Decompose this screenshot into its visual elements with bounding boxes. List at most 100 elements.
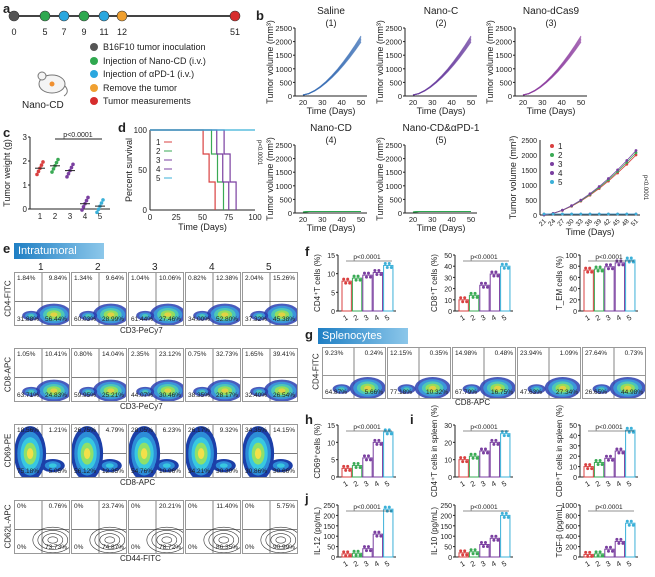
panel-label-a: a (3, 1, 11, 16)
bar (479, 450, 490, 478)
quadrant-value: 1.34% (74, 275, 93, 282)
bar-point (348, 468, 352, 472)
bar-point (500, 430, 504, 434)
density-blob (197, 448, 205, 460)
flow-x-label: CD3-PeCy7 (120, 326, 163, 335)
bar (614, 262, 626, 312)
y-tick-label: 2500 (385, 24, 402, 33)
scatter-cloud (221, 312, 229, 317)
scatter-cloud (533, 387, 540, 391)
bar (625, 522, 636, 558)
y-tick-label: 2500 (495, 24, 512, 33)
bar-point (473, 291, 477, 295)
legend-text: B16F10 tumor inoculation (103, 42, 206, 52)
y-tick-label: 1500 (275, 168, 292, 177)
tem-bar-chart: 0 20 40 60 80 100 1 2 3 4 5 p<0.0001 T_EM cells (%) (555, 253, 638, 323)
bar-point (368, 275, 372, 279)
bar-point (590, 467, 594, 471)
y-tick-label: 0 (398, 209, 402, 218)
flow-plot-spleen: 14.98% 0.48% 67.79% 16.75% (452, 347, 516, 399)
x-axis-label: Time (Days) (178, 222, 227, 232)
scatter-cloud (598, 387, 605, 391)
x-tick-label: 20 (299, 215, 307, 224)
legend-dot (90, 43, 98, 51)
flow-density (129, 501, 183, 553)
bar-point (496, 538, 500, 542)
x-tick-label: 1 (341, 559, 349, 569)
flow-plot: 1.04% 10.06% 61.44% 27.46% (128, 272, 184, 326)
x-tick-label: 4 (373, 559, 381, 569)
y-tick-label: 30 (444, 275, 452, 282)
flow-density (518, 348, 580, 398)
x-tick-label: 51 (630, 218, 640, 228)
quadrant-value: 52.80% (215, 316, 238, 323)
y-tick-label: 2500 (385, 141, 402, 150)
bar-point (621, 451, 625, 455)
quadrant-value: 25.21% (101, 392, 124, 399)
x-tick-label: 4 (615, 479, 623, 489)
timeline-day-label: 5 (42, 27, 47, 37)
bar-point (490, 270, 494, 274)
y-tick-label: 2 (23, 157, 28, 166)
bar-point (494, 270, 498, 274)
y-tick-label: 1000 (275, 182, 292, 191)
mouse-label: Nano-CD (22, 100, 64, 111)
timeline-dot (58, 10, 70, 22)
bar (604, 266, 615, 312)
x-tick-label: 33 (575, 218, 585, 228)
flow-plot-spleen: 9.23% 0.24% 64.87% 5.66% (322, 347, 386, 399)
y-tick-label: 1000 (521, 183, 537, 190)
x-tick-label: 4 (615, 559, 623, 569)
y-tick-label: 50 (569, 423, 577, 430)
x-tick-label: 3 (604, 479, 612, 489)
density-blob (48, 463, 57, 468)
bar-point (469, 452, 473, 456)
bar-point (584, 266, 588, 270)
x-tick-label: 75 (224, 213, 233, 222)
bar-point (459, 456, 463, 460)
bar-point (383, 505, 387, 509)
x-tick-label: 1 (458, 479, 466, 489)
bar-point (479, 447, 483, 451)
quadrant-value: 1.65% (245, 351, 264, 358)
p-value: p<0.0001 (470, 424, 498, 431)
tumor-growth-curve (302, 35, 362, 96)
x-tick-label: 5 (98, 212, 103, 221)
quadrant-value: 10.06% (158, 275, 181, 282)
bar (362, 548, 373, 558)
y-tick-label: 20 (444, 287, 452, 294)
weight-point (86, 195, 90, 200)
quadrant-value: 86.35% (215, 544, 238, 551)
y-axis-label: IL-10 (pg/mL) (430, 507, 439, 555)
y-axis-label: Tumor volume (mm³) (508, 136, 518, 220)
bar-point (348, 554, 352, 558)
y-tick-label: 0 (448, 475, 452, 482)
bar-point (588, 266, 592, 270)
quadrant-value: 14.98% (455, 350, 478, 357)
y-tick-label: 2000 (385, 38, 402, 47)
quadrant-value: 9.32% (219, 427, 238, 434)
y-axis-label: CD8⁺T cells (%) (430, 254, 439, 312)
bar-point (625, 256, 629, 260)
bar-point (356, 462, 360, 466)
bar-point (596, 462, 600, 466)
bar-point (483, 281, 487, 285)
x-tick-label: 1 (583, 313, 591, 323)
y-tick-label: 0 (448, 309, 452, 316)
scatter-cloud (364, 385, 372, 391)
legend-label: 3 (558, 160, 563, 169)
contour (208, 530, 240, 550)
growth-line (543, 150, 637, 216)
y-tick-label: 50 (444, 545, 452, 552)
bar-point (496, 274, 500, 278)
x-tick-label: 21 (538, 218, 548, 228)
scatter-cloud (624, 385, 632, 391)
scatter-cloud (28, 314, 35, 318)
bar-point (358, 466, 362, 470)
bar-point (485, 451, 489, 455)
timeline-legend-item: Remove the tumor (90, 83, 177, 93)
bar-point (459, 296, 463, 300)
bar-point (348, 281, 352, 285)
y-tick-label: 0 (573, 309, 577, 316)
x-tick-label: 4 (373, 313, 381, 323)
